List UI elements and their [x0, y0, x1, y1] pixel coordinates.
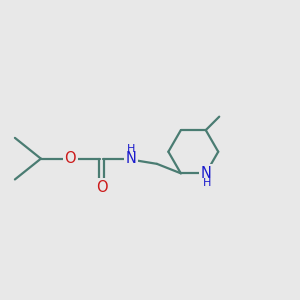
Text: N: N	[200, 166, 211, 181]
Text: O: O	[64, 151, 76, 166]
Text: N: N	[125, 151, 136, 166]
Text: H: H	[127, 144, 135, 154]
Text: O: O	[96, 180, 107, 195]
Text: H: H	[203, 178, 212, 188]
